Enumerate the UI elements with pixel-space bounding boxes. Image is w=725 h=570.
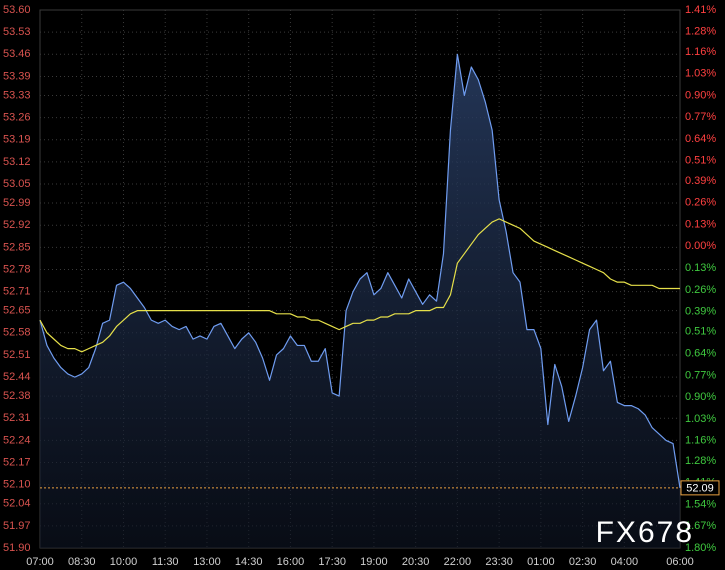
y2-tick-label: 0.39% xyxy=(685,175,716,187)
y-tick-label: 52.31 xyxy=(3,412,31,424)
y2-tick-label: 0.13% xyxy=(685,262,716,274)
y2-tick-label: 1.28% xyxy=(685,455,716,467)
y-tick-label: 53.05 xyxy=(3,178,31,190)
x-tick-label: 23:30 xyxy=(485,556,513,568)
y2-tick-label: 0.39% xyxy=(685,306,716,318)
x-tick-label: 14:30 xyxy=(235,556,263,568)
x-tick-label: 02:30 xyxy=(569,556,597,568)
x-tick-label: 06:00 xyxy=(666,556,694,568)
x-tick-label: 11:30 xyxy=(152,556,179,568)
y-tick-label: 52.04 xyxy=(3,498,31,510)
watermark: FX678 xyxy=(596,516,694,549)
y-tick-label: 52.17 xyxy=(3,456,31,468)
price-line xyxy=(39,53,681,488)
x-tick-label: 07:00 xyxy=(26,556,54,568)
y2-tick-label: 1.16% xyxy=(685,435,716,447)
x-tick-label: 17:30 xyxy=(318,556,346,568)
y-tick-label: 52.10 xyxy=(3,479,31,491)
y2-tick-label: 1.16% xyxy=(685,46,716,58)
last-price-label: 52.09 xyxy=(686,482,714,494)
x-tick-label: 10:00 xyxy=(110,556,138,568)
y-tick-label: 52.78 xyxy=(3,263,31,275)
y-tick-label: 52.99 xyxy=(3,197,31,209)
y-tick-label: 52.44 xyxy=(3,371,31,383)
y2-tick-label: 0.26% xyxy=(685,197,716,209)
price-area xyxy=(40,54,680,549)
plot xyxy=(39,53,681,549)
last-price-box xyxy=(680,480,720,496)
y-tick-label: 53.12 xyxy=(3,156,31,168)
y2-tick-label: 0.00% xyxy=(685,240,716,252)
y2-tick-label: 0.77% xyxy=(685,111,716,123)
x-tick-label: 19:00 xyxy=(360,556,388,568)
y-tick-label: 53.33 xyxy=(3,89,31,101)
x-tick-label: 22:00 xyxy=(444,556,472,568)
y2-tick-label: 0.26% xyxy=(685,284,716,296)
x-tick-label: 16:00 xyxy=(277,556,305,568)
y-tick-label: 52.92 xyxy=(3,219,31,231)
y2-tick-label: 0.51% xyxy=(685,155,716,167)
labels: 07:00 08:30 10:00 11:30 13:00 14:30 16:00 17:30… xyxy=(3,4,720,568)
y-tick-label: 53.60 xyxy=(3,4,31,16)
x-tick-label: 08:30 xyxy=(68,556,96,568)
y-tick-label: 52.85 xyxy=(3,241,31,253)
y2-tick-label: 0.64% xyxy=(685,347,716,359)
x-tick-label: 20:30 xyxy=(402,556,430,568)
y2-tick-label: 1.03% xyxy=(685,68,716,80)
y2-tick-label: 0.51% xyxy=(685,326,716,338)
y2-tick-label: 1.54% xyxy=(685,498,716,510)
y-tick-label: 53.26 xyxy=(3,112,31,124)
average-line xyxy=(39,218,680,353)
y2-tick-label: 1.28% xyxy=(685,26,716,38)
y-tick-label: 52.65 xyxy=(3,305,31,317)
y2-tick-label: 0.13% xyxy=(685,218,716,230)
y2-tick-label: 0.90% xyxy=(685,391,716,403)
y-tick-label: 52.71 xyxy=(3,286,31,298)
y2-tick-label: 1.41% xyxy=(685,4,716,16)
y-tick-label: 53.53 xyxy=(3,26,31,38)
x-tick-label: 01:00 xyxy=(527,556,555,568)
y-tick-label: 53.19 xyxy=(3,134,31,146)
y2-tick-label: 0.64% xyxy=(685,133,716,145)
y-tick-label: 51.97 xyxy=(3,520,31,532)
y2-tick-label: 0.77% xyxy=(685,369,716,381)
y-tick-label: 51.90 xyxy=(3,542,31,554)
x-tick-label: 13:00 xyxy=(193,556,221,568)
y-tick-label: 53.39 xyxy=(3,70,31,82)
x-tick-label: 04:00 xyxy=(611,556,639,568)
y-tick-label: 52.58 xyxy=(3,327,31,339)
y-tick-label: 52.24 xyxy=(3,434,31,446)
y2-tick-label: 1.80% xyxy=(685,542,716,554)
y-tick-label: 53.46 xyxy=(3,48,31,60)
y2-tick-label: 0.90% xyxy=(685,89,716,101)
y-tick-label: 52.51 xyxy=(3,349,31,361)
y2-tick-label: 1.67% xyxy=(685,520,716,532)
y-tick-label: 52.38 xyxy=(3,390,31,402)
y2-tick-label: 1.03% xyxy=(685,413,716,425)
